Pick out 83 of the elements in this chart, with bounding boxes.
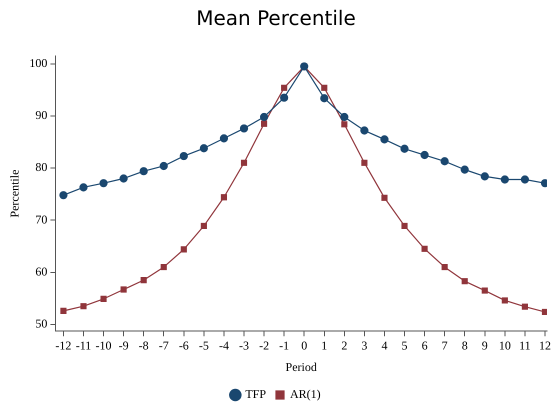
x-tick-label: 5 <box>402 338 408 353</box>
x-tick-label: 4 <box>381 338 388 353</box>
x-tick-label: -7 <box>158 338 169 353</box>
y-tick-label: 50 <box>35 316 48 331</box>
x-tick-label: 3 <box>361 338 368 353</box>
point <box>59 191 68 200</box>
point <box>400 144 409 153</box>
y-tick-label: 80 <box>35 160 48 174</box>
point <box>401 222 408 229</box>
x-tick-label: -2 <box>259 338 270 353</box>
point <box>340 112 348 122</box>
point <box>381 194 388 201</box>
x-tick-label: 7 <box>442 338 448 353</box>
point <box>442 264 448 270</box>
point <box>460 166 469 174</box>
point <box>542 308 547 315</box>
x-tick-label: -6 <box>178 338 189 353</box>
x-tick-label: -5 <box>198 338 209 353</box>
point <box>60 308 66 314</box>
x-tick-label: 1 <box>321 338 328 353</box>
point <box>520 175 530 184</box>
x-tick-label: 9 <box>482 338 488 353</box>
y-tick-label: 90 <box>35 108 48 122</box>
point <box>200 222 207 229</box>
point <box>260 120 268 127</box>
point <box>462 278 468 284</box>
point <box>180 152 188 160</box>
x-axis-title: Period <box>286 360 317 374</box>
point <box>361 160 368 166</box>
point <box>260 112 268 122</box>
x-tick-label: 0 <box>301 338 308 353</box>
point <box>120 286 127 293</box>
point <box>100 296 107 302</box>
x-tick-label: -1 <box>279 338 290 353</box>
x-tick-label: 10 <box>498 338 511 353</box>
y-tick-label: 70 <box>35 212 48 226</box>
point <box>240 160 248 166</box>
point <box>200 144 208 152</box>
x-tick-label: 2 <box>341 338 348 353</box>
x-tick-label: -4 <box>218 338 229 353</box>
point <box>480 172 489 180</box>
point <box>380 135 389 144</box>
y-tick-label: 60 <box>35 264 48 278</box>
point <box>482 287 488 294</box>
x-tick-label: -12 <box>55 338 72 353</box>
point <box>160 162 168 170</box>
point <box>420 150 429 160</box>
x-tick-label: -11 <box>76 338 92 353</box>
point <box>321 84 328 91</box>
point <box>120 174 128 183</box>
legend-label: TFP <box>245 387 266 402</box>
x-tick-label: -9 <box>118 338 129 353</box>
point <box>140 277 147 284</box>
x-tick-label: 11 <box>519 338 531 353</box>
point <box>502 297 508 304</box>
point <box>240 124 248 133</box>
x-tick-label: 8 <box>462 338 468 353</box>
legend-label: AR(1) <box>290 387 321 402</box>
x-tick-label: 6 <box>422 338 428 353</box>
x-tick-label: -3 <box>239 338 250 353</box>
x-tick-label: 12 <box>538 338 551 353</box>
point <box>341 121 348 128</box>
point <box>180 246 187 252</box>
point <box>220 194 228 200</box>
point <box>422 246 428 252</box>
y-axis-title: Percentile <box>7 170 22 218</box>
x-tick-label: -8 <box>138 338 149 353</box>
point <box>522 304 528 310</box>
x-tick-label: -10 <box>96 338 112 353</box>
y-tick-label: 100 <box>29 56 48 70</box>
point <box>500 175 509 184</box>
point <box>80 303 87 310</box>
point <box>79 183 88 192</box>
point <box>440 157 449 166</box>
point <box>281 84 288 91</box>
point <box>280 94 288 102</box>
point <box>320 94 328 102</box>
point <box>220 134 228 142</box>
point <box>360 126 368 135</box>
point <box>99 179 108 188</box>
point <box>160 264 167 270</box>
chart-title: Mean Percentile <box>196 6 356 30</box>
point <box>140 167 148 176</box>
